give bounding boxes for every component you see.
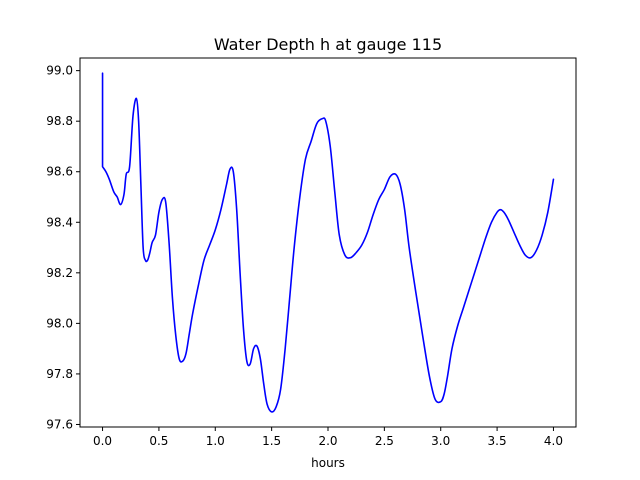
x-tick-label: 0.5 (149, 434, 168, 448)
x-tick-label: 3.0 (431, 434, 450, 448)
series-line (101, 72, 555, 413)
y-tick-label: 98.2 (46, 266, 73, 280)
y-tick-label: 97.8 (46, 367, 73, 381)
y-tick-label: 98.4 (46, 215, 73, 229)
y-axis: 97.6 97.8 98.0 98.2 98.4 98.6 98.8 99.0 (46, 64, 80, 431)
plot-frame (79, 57, 577, 428)
y-tick-label: 98.6 (46, 165, 73, 179)
x-tick-label: 2.5 (375, 434, 394, 448)
x-axis-label: hours (311, 456, 345, 470)
x-tick-label: 3.5 (488, 434, 507, 448)
chart-title: Water Depth h at gauge 115 (214, 35, 442, 54)
x-tick-label: 1.5 (262, 434, 281, 448)
x-tick-label: 2.0 (318, 434, 337, 448)
y-tick-label: 97.6 (46, 417, 73, 431)
x-axis: 0.0 0.5 1.0 1.5 2.0 2.5 3.0 3.5 4.0 (93, 427, 563, 448)
y-tick-label: 99.0 (46, 64, 73, 78)
x-tick-label: 1.0 (206, 434, 225, 448)
y-tick-label: 98.8 (46, 114, 73, 128)
x-tick-label: 4.0 (544, 434, 563, 448)
x-tick-label: 0.0 (93, 434, 112, 448)
y-tick-label: 98.0 (46, 316, 73, 330)
